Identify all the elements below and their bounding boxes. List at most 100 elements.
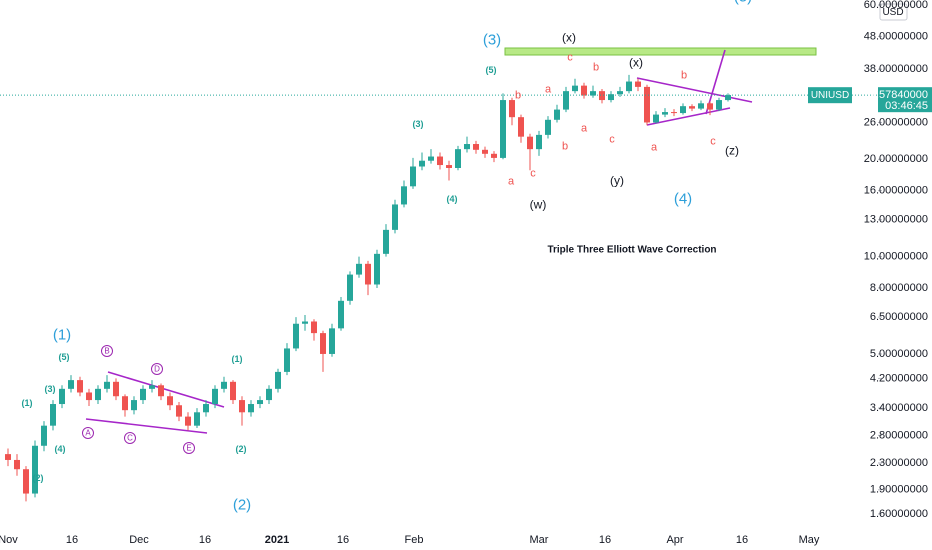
wave-label: D <box>154 365 160 374</box>
candle-body <box>653 114 659 123</box>
y-tick-label: 10.00000000 <box>864 251 928 263</box>
countdown: 03:46:45 <box>885 100 928 112</box>
candle-body <box>203 404 209 413</box>
wave-label: a <box>545 83 552 95</box>
candle-body <box>482 149 488 154</box>
candle-body <box>383 229 389 254</box>
x-tick-label: 16 <box>736 534 748 546</box>
candle-body <box>635 81 641 87</box>
wave-label: (2) <box>233 496 251 513</box>
price-box <box>878 87 932 113</box>
currency: USD <box>882 7 903 18</box>
candle-body <box>608 94 614 101</box>
candle-body <box>581 85 587 96</box>
candle-body <box>644 86 650 123</box>
candle-body <box>356 263 362 275</box>
candle-body <box>275 371 281 389</box>
candle-body <box>599 91 605 101</box>
candle-body <box>410 166 416 187</box>
candle-body <box>239 400 245 413</box>
candle-body <box>41 425 47 446</box>
candle-body <box>248 404 254 413</box>
wave-label: (5) <box>59 352 70 362</box>
y-tick-label: 2.80000000 <box>870 429 928 441</box>
candle-body <box>14 459 20 470</box>
candle-body <box>545 119 551 135</box>
wave-label: B <box>104 347 109 356</box>
y-tick-label: 13.00000000 <box>864 214 928 226</box>
wave-label: E <box>186 444 191 453</box>
wave-label: (1) <box>232 354 243 364</box>
candle-body <box>194 412 200 426</box>
candle-body <box>311 321 317 334</box>
wave-label: (w) <box>530 198 547 212</box>
wave-label: (4) <box>55 444 66 454</box>
candle-body <box>518 117 524 137</box>
wave-label: (3) <box>413 119 424 129</box>
candle-body <box>266 388 272 401</box>
y-tick-label: 38.00000000 <box>864 63 928 75</box>
wave-label: b <box>681 69 687 81</box>
candle-body <box>563 91 569 110</box>
candle-body <box>68 380 74 389</box>
trendline <box>636 77 753 103</box>
y-tick-label: 3.40000000 <box>870 402 928 414</box>
candle-body <box>77 380 83 393</box>
candle-body <box>230 381 236 401</box>
wave-label: c <box>609 133 615 145</box>
trendline <box>646 107 731 126</box>
candle-body <box>122 396 128 411</box>
wave-label: (4) <box>674 190 692 207</box>
y-tick-label: 1.90000000 <box>870 484 928 496</box>
wave-label: b <box>515 89 521 101</box>
candle-body <box>374 253 380 285</box>
wave-label: b <box>593 61 599 73</box>
candle-body <box>167 396 173 406</box>
wave-label: (5) <box>734 0 752 5</box>
candle-body <box>221 381 227 389</box>
candle-body <box>437 156 443 166</box>
wave-label: (1) <box>53 326 71 343</box>
x-tick-label: May <box>799 534 820 546</box>
wave-label: (y) <box>610 174 624 188</box>
candle-body <box>32 445 38 494</box>
x-tick-label: Nov <box>0 534 18 546</box>
x-tick-label: Apr <box>666 534 683 546</box>
candle-body <box>329 328 335 354</box>
wave-circle <box>124 432 136 444</box>
wave-circle <box>151 363 163 375</box>
candle-body <box>140 388 146 401</box>
candle-body <box>509 100 515 118</box>
wave-label: b <box>562 140 568 152</box>
candle-body <box>500 100 506 158</box>
wave-label: C <box>127 434 133 443</box>
candle-body <box>536 134 542 150</box>
candle-body <box>527 136 533 150</box>
candle-body <box>680 106 686 114</box>
x-tick-label: Mar <box>530 534 549 546</box>
wave-label: (x) <box>629 56 643 70</box>
y-tick-label: 48.00000000 <box>864 30 928 42</box>
y-tick-label: 1.60000000 <box>870 508 928 520</box>
wave-label: A <box>85 429 91 438</box>
x-tick-label: 2021 <box>265 534 289 546</box>
wave-label: (2) <box>33 473 44 483</box>
currency-box <box>879 3 908 21</box>
wave-label: (3) <box>45 384 56 394</box>
candle-body <box>5 454 11 460</box>
candle-body <box>113 381 119 397</box>
trendlines <box>85 49 753 434</box>
candle-body <box>707 103 713 110</box>
candle-body <box>464 144 470 150</box>
price-label: 31.57840000 <box>864 89 928 101</box>
candle-body <box>401 186 407 205</box>
candle-body <box>131 400 137 411</box>
y-tick-label: 20.00000000 <box>864 153 928 165</box>
candle-body <box>185 416 191 426</box>
wave-label: (1) <box>22 398 33 408</box>
x-tick-label: Feb <box>405 534 424 546</box>
candle-body <box>671 112 677 114</box>
trendline <box>107 371 225 408</box>
candle-body <box>95 388 101 401</box>
